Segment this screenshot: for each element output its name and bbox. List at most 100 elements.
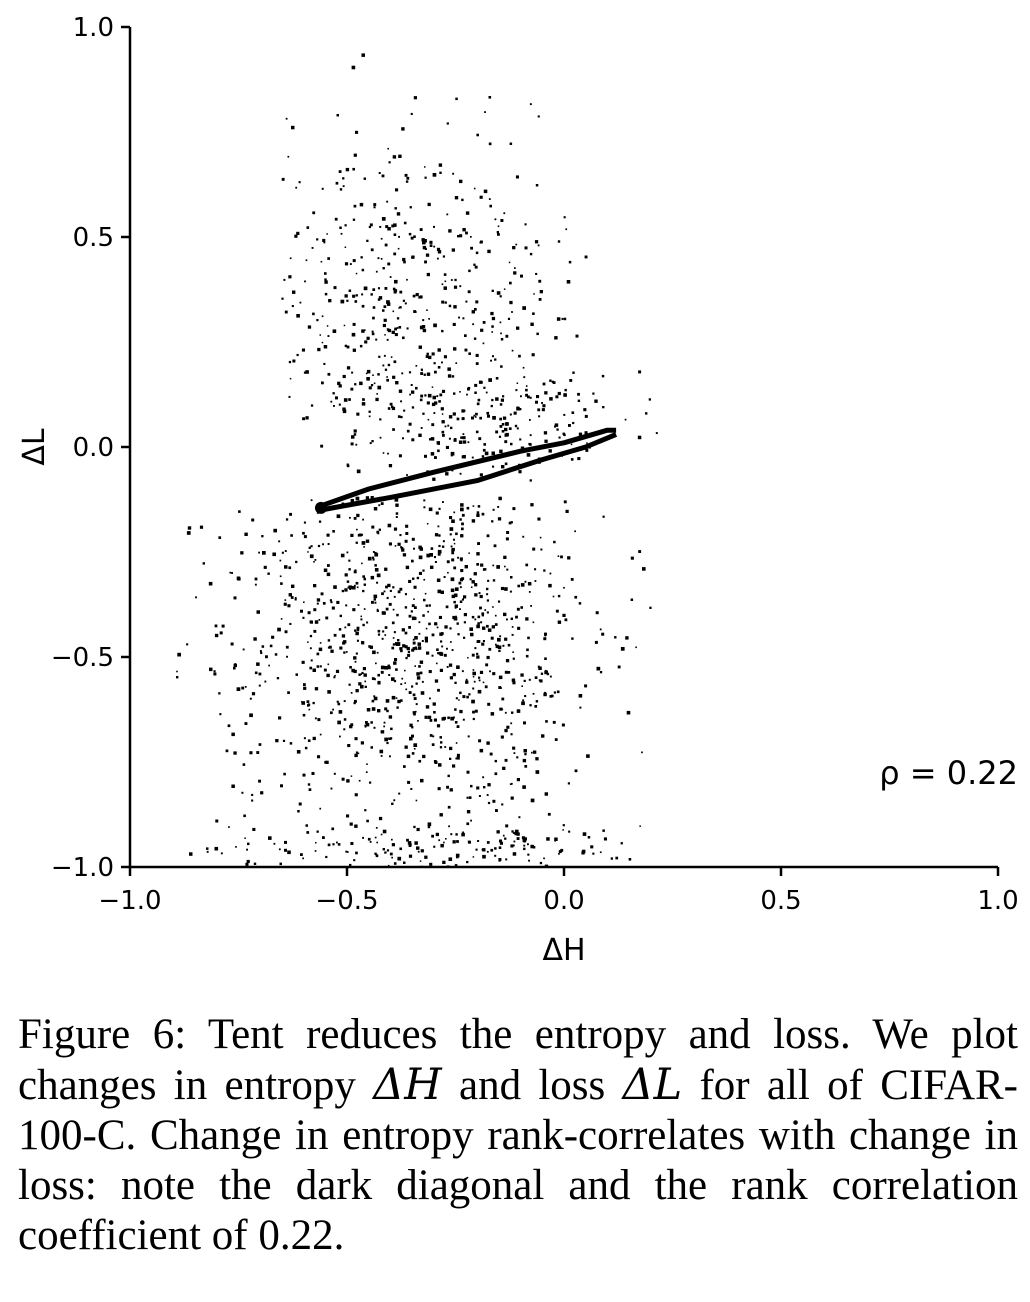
scatter-point: [361, 541, 366, 545]
scatter-point: [436, 648, 439, 651]
scatter-point: [368, 410, 371, 413]
scatter-point: [214, 624, 218, 628]
scatter-point: [415, 648, 418, 651]
scatter-point: [466, 796, 469, 799]
scatter-point: [545, 720, 548, 723]
scatter-point: [428, 622, 431, 626]
scatter-point: [365, 722, 370, 727]
scatter-point: [386, 741, 389, 745]
scatter-point: [364, 329, 366, 331]
scatter-point: [436, 724, 441, 728]
scatter-point: [387, 407, 391, 410]
scatter-point: [385, 699, 390, 703]
scatter-point: [314, 850, 317, 852]
scatter-point: [499, 635, 502, 638]
scatter-point: [345, 604, 348, 607]
scatter-point: [440, 590, 444, 594]
scatter-point: [312, 668, 316, 672]
scatter-point: [244, 686, 247, 688]
scatter-point: [505, 537, 509, 541]
scatter-point: [380, 258, 383, 260]
scatter-point: [541, 734, 545, 738]
scatter-point: [322, 602, 326, 605]
scatter-point: [447, 367, 451, 371]
scatter-point: [456, 417, 460, 421]
scatter-point: [280, 582, 283, 585]
scatter-point: [454, 196, 459, 200]
scatter-point: [259, 650, 262, 653]
scatter-point: [451, 248, 455, 252]
scatter-point: [412, 577, 415, 580]
scatter-point: [441, 329, 444, 333]
scatter-point: [494, 847, 497, 850]
scatter-point: [442, 501, 444, 503]
scatter-point: [524, 765, 528, 768]
scatter-point: [437, 257, 439, 260]
scatter-point: [336, 841, 338, 844]
scatter-point: [488, 378, 492, 382]
scatter-point: [508, 521, 512, 525]
scatter-point: [526, 453, 531, 457]
scatter-point: [570, 458, 574, 461]
scatter-point: [545, 669, 547, 672]
scatter-point: [319, 665, 322, 668]
scatter-point: [332, 843, 335, 846]
scatter-point: [361, 304, 365, 308]
scatter-point: [303, 686, 307, 690]
scatter-point: [202, 562, 205, 565]
scatter-point: [249, 697, 252, 700]
caption-symbol-h: ΔH: [373, 1060, 442, 1110]
scatter-point: [423, 578, 426, 581]
scatter-point: [489, 204, 492, 208]
scatter-point: [474, 383, 478, 387]
scatter-point: [518, 816, 521, 819]
scatter-point: [625, 636, 629, 640]
scatter-point: [376, 393, 378, 395]
scatter-point: [301, 660, 305, 664]
scatter-point: [525, 385, 528, 387]
scatter-point: [354, 753, 358, 758]
scatter-point: [437, 589, 442, 594]
scatter-point: [429, 553, 433, 557]
scatter-point: [472, 669, 475, 671]
scatter-point: [504, 427, 508, 432]
scatter-point: [585, 449, 589, 452]
scatter-point: [384, 634, 387, 636]
scatter-point: [602, 829, 605, 832]
scatter-point: [364, 340, 368, 344]
scatter-point: [454, 604, 458, 608]
scatter-point: [404, 645, 408, 649]
x-axis-label: ΔH: [542, 933, 585, 968]
scatter-point: [306, 831, 310, 834]
scatter-point: [482, 448, 486, 452]
scatter-point: [395, 642, 399, 646]
scatter-point: [532, 621, 535, 624]
scatter-point: [221, 624, 225, 628]
scatter-point: [401, 677, 404, 680]
scatter-point: [477, 689, 482, 694]
scatter-point: [510, 617, 513, 620]
scatter-point: [468, 552, 470, 554]
scatter-point: [451, 549, 454, 552]
scatter-point: [455, 97, 458, 101]
scatter-point: [517, 626, 521, 630]
scatter-point: [268, 664, 270, 667]
scatter-point: [355, 130, 359, 134]
scatter-point: [186, 531, 191, 535]
scatter-point: [274, 653, 278, 656]
scatter-point: [393, 233, 397, 236]
scatter-point: [451, 551, 455, 555]
scatter-point: [397, 415, 401, 418]
scatter-point: [513, 411, 517, 415]
scatter-point: [346, 299, 349, 302]
y-tick-label: −0.5: [51, 643, 114, 673]
scatter-point: [522, 699, 525, 702]
scatter-point: [454, 864, 458, 867]
scatter-point: [381, 217, 386, 221]
scatter-point: [386, 200, 389, 203]
scatter-point: [327, 843, 331, 847]
scatter-point: [582, 832, 587, 836]
scatter-point: [336, 514, 341, 519]
scatter-point: [330, 601, 333, 604]
scatter-point: [429, 719, 433, 722]
